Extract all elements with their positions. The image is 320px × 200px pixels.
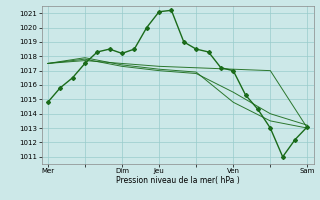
X-axis label: Pression niveau de la mer( hPa ): Pression niveau de la mer( hPa ): [116, 176, 239, 185]
